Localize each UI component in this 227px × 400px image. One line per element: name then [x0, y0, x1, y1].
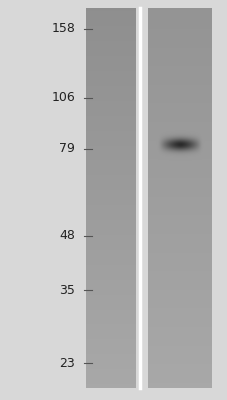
Text: 106: 106	[51, 91, 75, 104]
Text: 48: 48	[59, 229, 75, 242]
Text: 158: 158	[51, 22, 75, 35]
Text: 35: 35	[59, 284, 75, 297]
Text: 79: 79	[59, 142, 75, 156]
Text: 23: 23	[59, 357, 75, 370]
